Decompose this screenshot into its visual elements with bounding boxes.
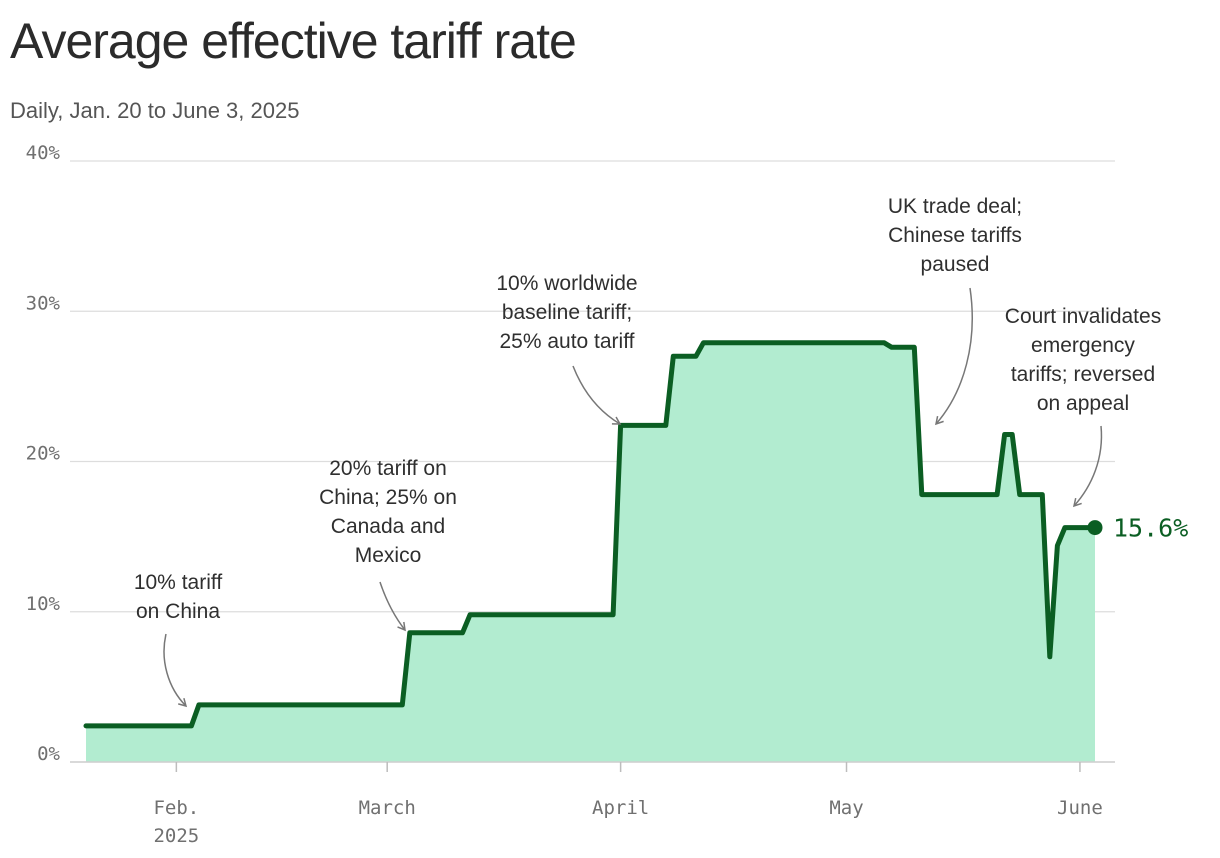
annotation: 20% tariff on China; 25% on Canada and Mexi… bbox=[319, 457, 457, 632]
data-point bbox=[1003, 432, 1007, 436]
x-tick-label: April bbox=[592, 797, 649, 819]
y-tick-label: 30% bbox=[26, 292, 61, 314]
annotation-arrow bbox=[572, 365, 622, 425]
x-tick-label: June bbox=[1057, 797, 1103, 819]
annotation-text: on appeal bbox=[1037, 392, 1129, 415]
data-point bbox=[84, 724, 88, 728]
end-value-label: 15.6% bbox=[1113, 514, 1188, 543]
annotation-text: tariffs; reversed bbox=[1011, 363, 1155, 386]
annotation: Court invalidates emergency tariffs; rever… bbox=[1005, 305, 1161, 508]
y-tick-label: 20% bbox=[26, 443, 61, 465]
data-point bbox=[995, 493, 999, 497]
annotation-text: UK trade deal; bbox=[888, 195, 1022, 218]
y-axis: 0% 10% 20% 30% 40% bbox=[26, 142, 61, 765]
data-point bbox=[1010, 432, 1014, 436]
annotation-text: 20% tariff on bbox=[329, 457, 447, 480]
x-axis: Feb. 2025 March April May June bbox=[153, 762, 1103, 847]
annotation-arrow bbox=[935, 287, 973, 426]
annotation-text: 10% tariff bbox=[134, 571, 222, 594]
data-point bbox=[408, 631, 412, 635]
x-tick-label: May bbox=[829, 797, 863, 819]
annotation-arrow bbox=[379, 581, 406, 632]
x-tick-label: Feb. bbox=[153, 797, 199, 819]
chart-subtitle: Daily, Jan. 20 to June 3, 2025 bbox=[10, 98, 300, 123]
annotations: 10% tariff on China 20% tariff on China; 25… bbox=[134, 195, 1161, 708]
data-point bbox=[890, 345, 894, 349]
data-point bbox=[1055, 544, 1059, 548]
annotation: 10% tariff on China bbox=[134, 571, 222, 708]
x-tick-label: 2025 bbox=[153, 825, 199, 847]
annotation-text: China; 25% on bbox=[319, 486, 457, 509]
annotation-text: Mexico bbox=[355, 544, 422, 567]
annotation: UK trade deal; Chinese tariffs paused bbox=[888, 195, 1022, 426]
data-point bbox=[882, 341, 886, 345]
data-point bbox=[1048, 655, 1052, 659]
data-point bbox=[920, 493, 924, 497]
annotation-text: 10% worldwide bbox=[496, 272, 637, 295]
annotation-text: Court invalidates bbox=[1005, 305, 1161, 328]
y-tick-label: 40% bbox=[26, 142, 61, 164]
data-point bbox=[189, 724, 193, 728]
annotation-arrow bbox=[1072, 425, 1103, 508]
area-layer: 15.6% bbox=[70, 340, 1188, 763]
annotation-text: baseline tariff; bbox=[502, 301, 632, 324]
data-point bbox=[1018, 493, 1022, 497]
area-fill bbox=[86, 342, 1095, 762]
annotation-arrow bbox=[163, 633, 188, 708]
annotation-text: emergency bbox=[1031, 334, 1135, 357]
data-point bbox=[611, 613, 615, 617]
series-line bbox=[83, 340, 1098, 729]
annotation-text: 25% auto tariff bbox=[499, 330, 634, 353]
y-tick-label: 0% bbox=[37, 743, 60, 765]
data-point bbox=[701, 341, 705, 345]
data-point bbox=[1040, 493, 1044, 497]
data-point bbox=[671, 354, 675, 358]
data-point bbox=[1063, 526, 1067, 530]
data-point bbox=[460, 631, 464, 635]
chart-title: Average effective tariff rate bbox=[10, 13, 577, 69]
annotation-text: Canada and bbox=[331, 515, 445, 538]
data-point bbox=[197, 703, 201, 707]
data-point bbox=[400, 703, 404, 707]
data-point bbox=[694, 354, 698, 358]
end-point-marker bbox=[1087, 520, 1103, 536]
annotation-text: Chinese tariffs bbox=[888, 224, 1022, 247]
data-point bbox=[468, 613, 472, 617]
data-point bbox=[912, 345, 916, 349]
y-tick-label: 10% bbox=[26, 593, 61, 615]
data-point bbox=[664, 423, 668, 427]
annotation-text: paused bbox=[921, 253, 990, 276]
annotation: 10% worldwide baseline tariff; 25% auto ta… bbox=[496, 272, 638, 425]
annotation-text: on China bbox=[136, 600, 220, 623]
x-tick-label: March bbox=[359, 797, 416, 819]
